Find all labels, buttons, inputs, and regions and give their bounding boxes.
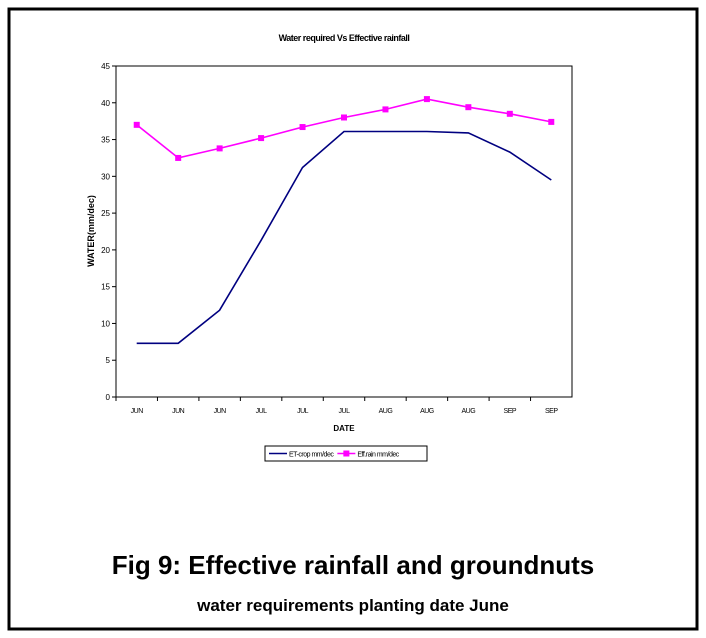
x-tick-label: JUN xyxy=(214,408,227,415)
y-tick-label: 35 xyxy=(101,136,110,145)
point-marker xyxy=(299,124,306,131)
y-tick-label: 45 xyxy=(101,62,110,71)
series-line xyxy=(136,130,552,345)
y-tick-label: 40 xyxy=(101,99,110,108)
x-tick-label: JUL xyxy=(297,408,309,415)
x-tick-label: AUG xyxy=(379,408,393,415)
point-marker xyxy=(216,145,223,152)
y-axis-label: WATER(mm/dec) xyxy=(86,195,96,267)
point-marker xyxy=(548,118,555,125)
caption-title: Fig 9: Effective rainfall and groundnuts xyxy=(112,550,595,580)
y-tick-label: 15 xyxy=(101,283,110,292)
caption-subtitle: water requirements planting date June xyxy=(196,596,509,615)
legend-label: ET-crop mm/dec xyxy=(289,452,334,459)
point-marker xyxy=(133,121,140,128)
point-marker xyxy=(175,154,182,161)
y-tick-label: 30 xyxy=(101,172,110,181)
plot-area xyxy=(115,65,573,398)
y-tick-label: 0 xyxy=(106,393,111,402)
point-marker xyxy=(465,104,472,111)
legend-marker xyxy=(343,450,350,457)
x-tick-label: SEP xyxy=(545,408,558,415)
x-tick-label: SEP xyxy=(504,408,517,415)
y-tick-label: 20 xyxy=(101,246,110,255)
point-marker xyxy=(258,135,265,142)
x-tick-label: AUG xyxy=(420,408,434,415)
point-marker xyxy=(382,106,389,113)
x-axis-label: DATE xyxy=(333,424,355,433)
y-tick-label: 25 xyxy=(101,209,110,218)
point-marker xyxy=(506,110,513,117)
x-tick-label: JUL xyxy=(339,408,351,415)
x-tick-label: AUG xyxy=(462,408,476,415)
point-marker xyxy=(423,96,430,103)
y-tick-label: 5 xyxy=(106,356,111,365)
legend-label: Eff.rain mm/dec xyxy=(357,452,399,459)
chart-title: Water required Vs Effective rainfall xyxy=(279,33,410,43)
x-tick-label: JUL xyxy=(256,408,268,415)
frame xyxy=(7,7,699,631)
point-marker xyxy=(341,114,347,121)
y-tick-label: 10 xyxy=(101,319,110,328)
x-tick-label: JUN xyxy=(172,408,185,415)
x-tick-label: JUN xyxy=(131,408,144,415)
